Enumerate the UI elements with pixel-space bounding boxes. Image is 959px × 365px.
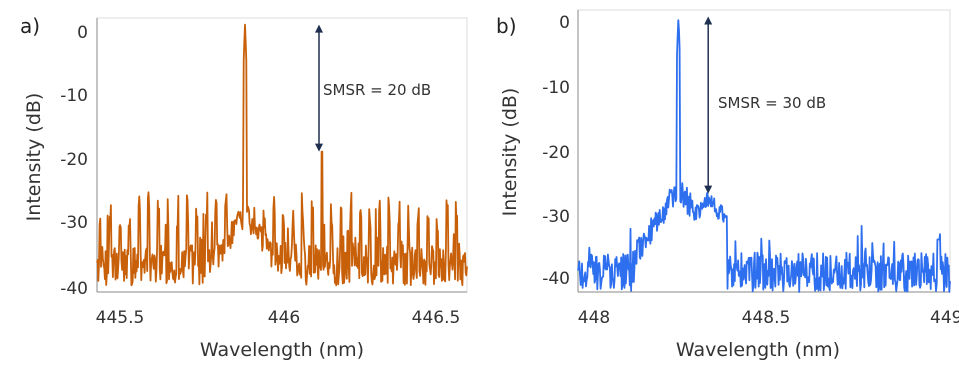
panel-a-smsr-arrow — [315, 24, 323, 152]
panel-a-y-axis-title: Intensity (dB) — [23, 93, 45, 222]
panel-a-y-tick-3: -30 — [60, 213, 88, 233]
panel-b-y-tick-0: 0 — [559, 13, 570, 33]
panel-a-y-tick-2: -20 — [60, 150, 88, 170]
panel-a-x-tick-1: 446 — [268, 308, 300, 328]
panel-b-smsr-arrow — [704, 16, 713, 194]
panel-a-smsr-label: SMSR = 20 dB — [323, 81, 431, 99]
panel-b-y-ticks: 0 -10 -20 -30 -40 — [542, 13, 570, 289]
panel-b-y-tick-3: -30 — [542, 207, 570, 227]
panel-a-spectrum-line — [96, 23, 468, 287]
panel-a-letter: a) — [20, 14, 40, 38]
panel-a-y-tick-4: -40 — [60, 279, 88, 299]
panel-b-spectrum-line — [577, 19, 951, 293]
panel-a-x-tick-0: 445.5 — [96, 308, 145, 328]
panel-b-y-axis-title: Intensity (dB) — [499, 88, 521, 217]
panel-b-x-ticks: 448 448.5 449 — [578, 308, 959, 328]
panel-a-x-tick-2: 446.5 — [412, 308, 461, 328]
panel-b-x-tick-2: 449 — [930, 308, 959, 328]
panel-b: b) 0 -10 -20 -30 -40 448 448.5 449 Wavel… — [496, 9, 959, 361]
panel-b-smsr-label: SMSR = 30 dB — [718, 94, 826, 112]
panel-a-y-ticks: 0 -10 -20 -30 -40 — [60, 23, 88, 299]
panel-a-y-tick-1: -10 — [60, 86, 88, 106]
panel-a: a) 0 -10 -20 -30 -40 445.5 446 446.5 Wav… — [20, 14, 468, 361]
panel-b-y-tick-2: -20 — [542, 143, 570, 163]
panel-b-x-axis-title: Wavelength (nm) — [676, 339, 840, 361]
panel-b-letter: b) — [496, 14, 517, 38]
panel-b-y-tick-4: -40 — [542, 269, 570, 289]
panel-b-y-tick-1: -10 — [542, 78, 570, 98]
panel-b-x-tick-0: 448 — [578, 308, 610, 328]
panel-b-x-tick-1: 448.5 — [742, 308, 791, 328]
panel-a-y-tick-0: 0 — [77, 23, 88, 43]
panel-a-x-ticks: 445.5 446 446.5 — [96, 308, 461, 328]
panel-a-x-axis-title: Wavelength (nm) — [200, 339, 364, 361]
